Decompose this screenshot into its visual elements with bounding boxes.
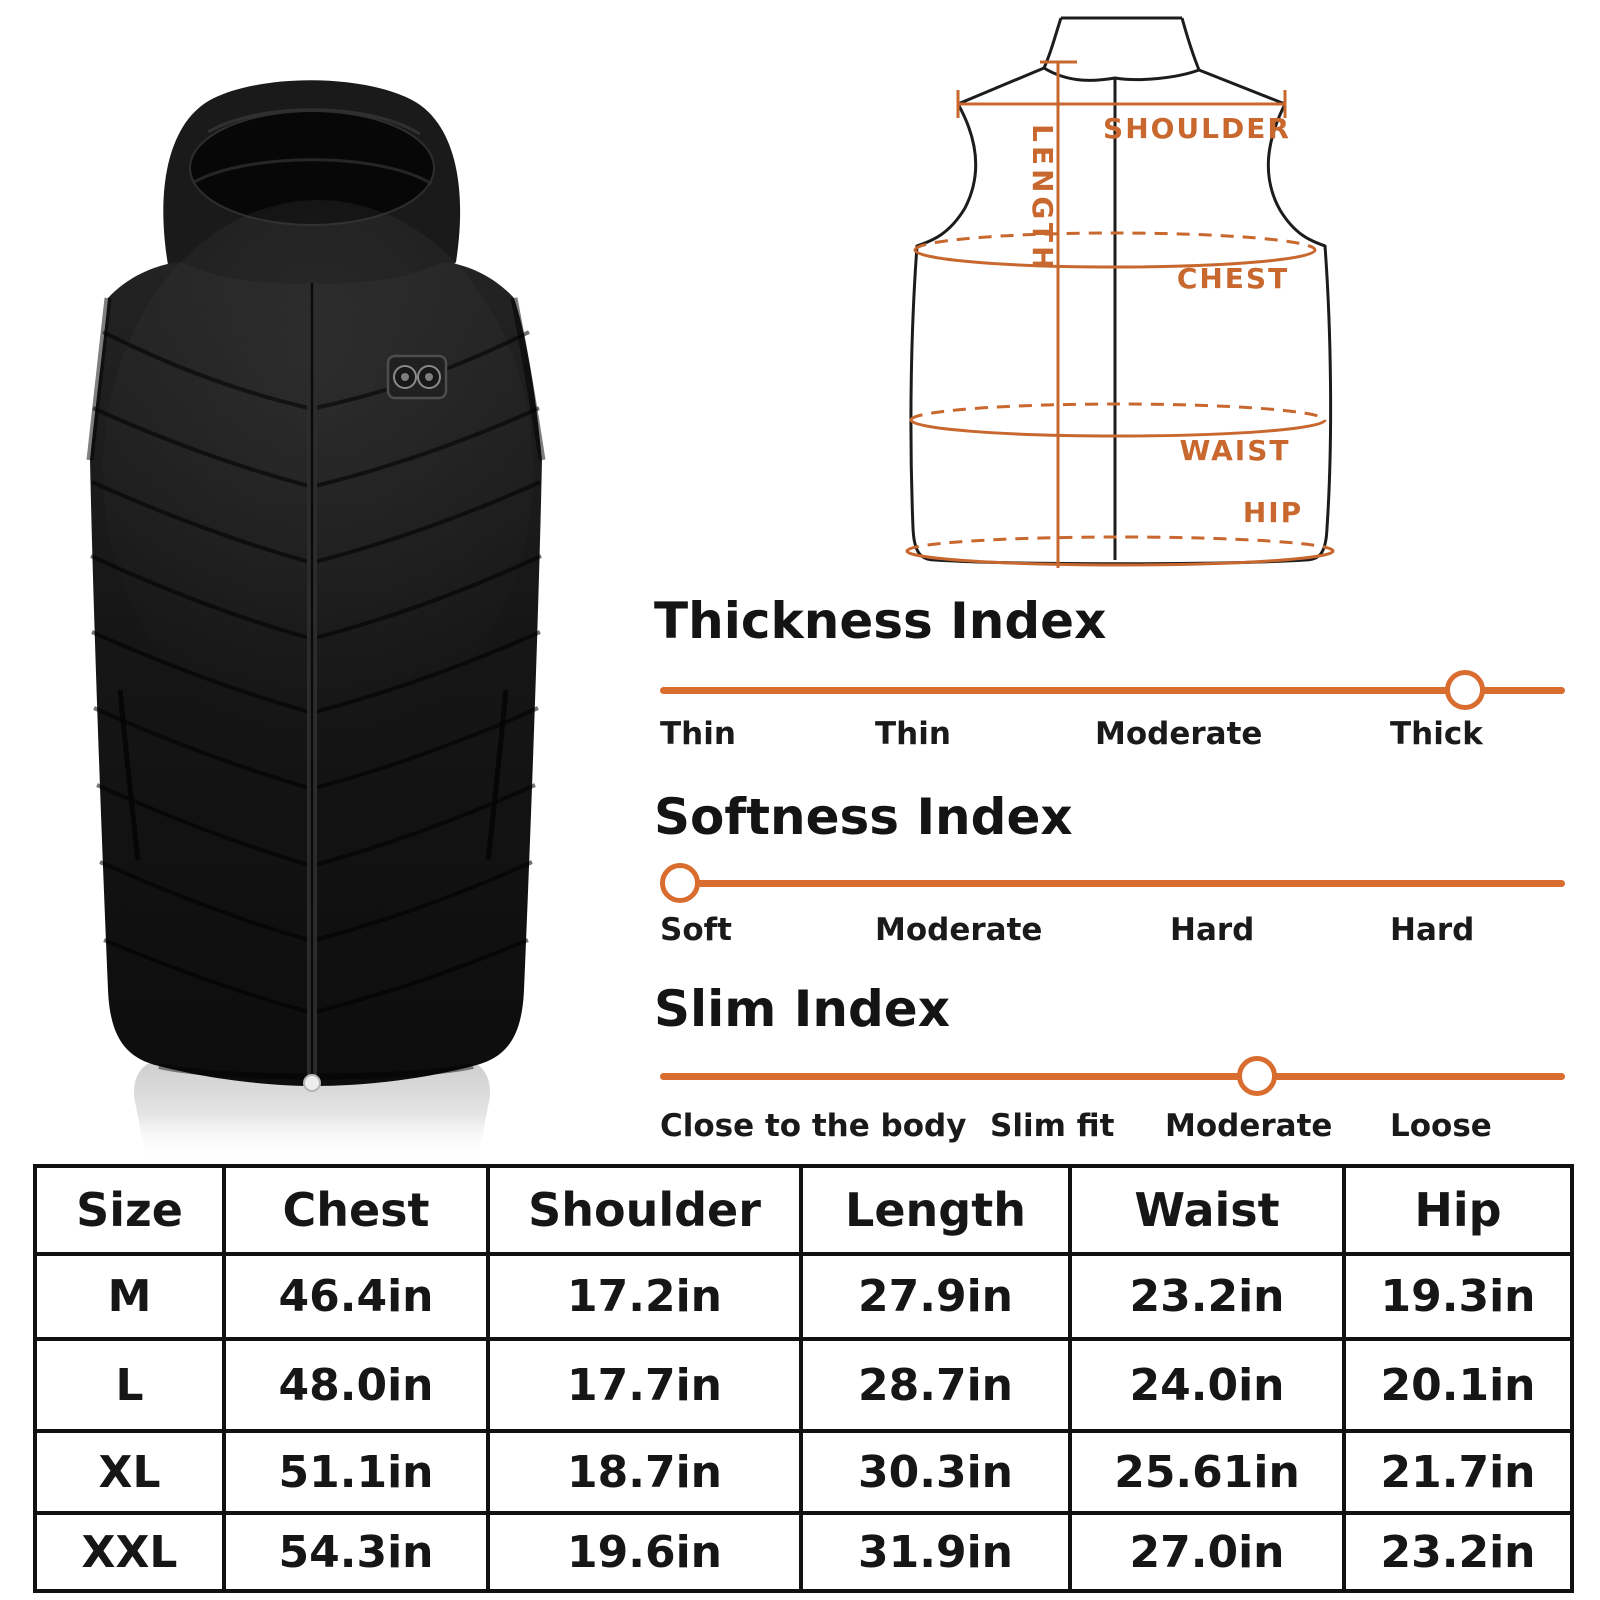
size-table-header-cell: Shoulder (486, 1164, 803, 1256)
hip-label: HIP (1243, 496, 1303, 529)
index-sliders: Thickness Index Thin Thin Moderate Thick Soft… (654, 0, 1565, 1160)
measurement-cell: 20.1in (1342, 1337, 1574, 1433)
index-section-1: Thickness Index Thin Thin Moderate Thick (654, 592, 1565, 764)
zipper-pull-icon (303, 1074, 321, 1092)
index-section-2: Softness Index Soft Moderate Hard Hard (654, 788, 1565, 960)
measurement-cell: 28.7in (799, 1337, 1072, 1433)
vest-reflection (133, 1057, 491, 1160)
size-cell: M (33, 1252, 226, 1341)
index-slider-track[interactable] (660, 670, 1565, 710)
index-label-row: Thin Thin Moderate Thick (660, 716, 1565, 756)
measurement-cell: 31.9in (799, 1511, 1072, 1593)
size-chart-table: Size Chest Shoulder Length Waist Hip M 46.4in 1… (33, 1164, 1574, 1593)
size-table-row: XXL 54.3in 19.6in 31.9in 27.0in 23.2in (33, 1511, 1574, 1593)
index-title: Softness Index (654, 788, 1073, 846)
measurement-cell: 24.0in (1068, 1337, 1346, 1433)
measurement-cell: 21.7in (1342, 1429, 1574, 1515)
index-slider-thumb[interactable] (1237, 1056, 1278, 1096)
measurement-cell: 27.9in (799, 1252, 1072, 1341)
measurement-cell: 17.7in (486, 1337, 803, 1433)
size-table-header-row: Size Chest Shoulder Length Waist Hip (33, 1164, 1574, 1256)
heat-control-patch (386, 354, 448, 400)
index-label-row: Soft Moderate Hard Hard (660, 912, 1565, 952)
index-scale-label: Moderate (1165, 1108, 1333, 1144)
measurement-cell: 48.0in (222, 1337, 490, 1433)
index-scale-label: Slim fit (990, 1108, 1115, 1144)
index-label-row: Close to the body Slim fit Moderate Loose (660, 1108, 1565, 1148)
measurement-cell: 19.6in (486, 1511, 803, 1593)
index-section-3: Slim Index Close to the body Slim fit Moder… (654, 980, 1565, 1156)
index-scale-label: Thin (875, 716, 951, 752)
index-slider-track[interactable] (660, 1056, 1565, 1096)
measurement-cell: 17.2in (486, 1252, 803, 1341)
size-table-header-cell: Length (799, 1164, 1072, 1256)
vest-zipper (303, 283, 321, 1092)
measurement-cell: 23.2in (1068, 1252, 1346, 1341)
product-photo-vest (86, 80, 546, 1160)
index-slider-thumb[interactable] (1445, 670, 1486, 710)
size-cell: XXL (33, 1511, 226, 1593)
index-scale-label: Hard (1170, 912, 1255, 948)
index-scale-label: Close to the body (660, 1108, 967, 1144)
size-table-header-cell: Chest (222, 1164, 490, 1256)
quilting-right (314, 330, 542, 1014)
measurement-cell: 25.61in (1068, 1429, 1346, 1515)
index-title: Thickness Index (654, 592, 1107, 650)
size-table-row: XL 51.1in 18.7in 30.3in 25.61in 21.7in (33, 1429, 1574, 1515)
measurement-diagram: SHOULDER LENGTH CHEST WAIST HIP (905, 16, 1335, 568)
index-scale-label: Thick (1390, 716, 1483, 752)
length-label: LENGTH (1026, 124, 1059, 273)
measurement-cell: 51.1in (222, 1429, 490, 1515)
size-table-row: M 46.4in 17.2in 27.9in 23.2in 19.3in (33, 1252, 1574, 1341)
measurement-cell: 46.4in (222, 1252, 490, 1341)
shoulder-label: SHOULDER (1103, 112, 1291, 145)
index-scale-label: Moderate (875, 912, 1043, 948)
measurement-cell: 18.7in (486, 1429, 803, 1515)
size-table-header-cell: Size (33, 1164, 226, 1256)
index-slider-thumb[interactable] (659, 863, 700, 903)
size-table-header-cell: Waist (1068, 1164, 1346, 1256)
index-scale-label: Thin (660, 716, 736, 752)
measurement-cell: 54.3in (222, 1511, 490, 1593)
quilting-left (90, 330, 310, 1014)
size-cell: XL (33, 1429, 226, 1515)
index-scale-label: Loose (1390, 1108, 1492, 1144)
waist-label: WAIST (1180, 434, 1291, 467)
index-scale-label: Moderate (1095, 716, 1263, 752)
measure-lines (905, 60, 1335, 568)
measurement-cell: 19.3in (1342, 1252, 1574, 1341)
chest-label: CHEST (1177, 262, 1289, 295)
pocket-slit-left (117, 689, 141, 861)
size-table-row: L 48.0in 17.7in 28.7in 24.0in 20.1in (33, 1337, 1574, 1433)
size-table-header-cell: Hip (1342, 1164, 1574, 1256)
index-scale-label: Hard (1390, 912, 1475, 948)
index-slider-track[interactable] (659, 863, 1565, 903)
measurement-cell: 23.2in (1342, 1511, 1574, 1593)
index-scale-label: Soft (660, 912, 732, 948)
measurement-cell: 27.0in (1068, 1511, 1346, 1593)
size-cell: L (33, 1337, 226, 1433)
measurement-cell: 30.3in (799, 1429, 1072, 1515)
pocket-slit-right (485, 689, 509, 861)
index-title: Slim Index (654, 980, 950, 1038)
